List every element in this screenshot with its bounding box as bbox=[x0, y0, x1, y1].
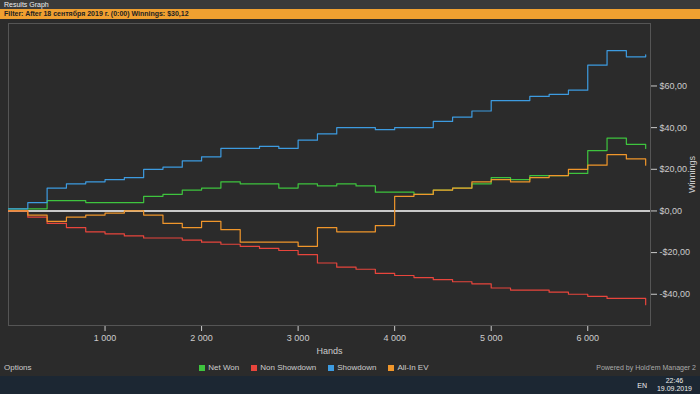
svg-text:-$20,00: -$20,00 bbox=[660, 247, 691, 257]
html-text:EN: EN bbox=[637, 381, 647, 389]
svg-text:4 000: 4 000 bbox=[383, 333, 406, 343]
html-text:Net Won: Net Won bbox=[208, 363, 240, 372]
html-text:19.09.2019: 19.09.2019 bbox=[657, 385, 692, 392]
svg-text:$0,00: $0,00 bbox=[660, 206, 683, 216]
svg-text:Hands: Hands bbox=[316, 346, 343, 356]
html-text:22:46: 22:46 bbox=[665, 377, 684, 384]
html-text:Non Showdown: Non Showdown bbox=[260, 363, 317, 372]
html-text:Showdown: Showdown bbox=[337, 363, 377, 372]
svg-text:$60,00: $60,00 bbox=[660, 81, 688, 91]
svg-text:6 000: 6 000 bbox=[576, 333, 599, 343]
svg-text:3 000: 3 000 bbox=[287, 333, 310, 343]
svg-text:2 000: 2 000 bbox=[190, 333, 213, 343]
html-text:Powered by Hold'em Manager 2: Powered by Hold'em Manager 2 bbox=[596, 364, 696, 371]
svg-text:$40,00: $40,00 bbox=[660, 123, 688, 133]
svg-text:1 000: 1 000 bbox=[94, 333, 117, 343]
html-text:Filter: After 18 сентября 2019: Filter: After 18 сентября 2019 г. (0:00)… bbox=[4, 10, 189, 17]
svg-text:Winnings: Winnings bbox=[687, 155, 697, 193]
svg-text:5 000: 5 000 bbox=[480, 333, 503, 343]
svg-text:-$40,00: -$40,00 bbox=[660, 289, 691, 299]
svg-text:$20,00: $20,00 bbox=[660, 164, 688, 174]
html-text:All-In EV: All-In EV bbox=[397, 363, 429, 372]
html-text:Options: Options bbox=[4, 363, 32, 372]
html-text:Results Graph: Results Graph bbox=[4, 1, 49, 8]
